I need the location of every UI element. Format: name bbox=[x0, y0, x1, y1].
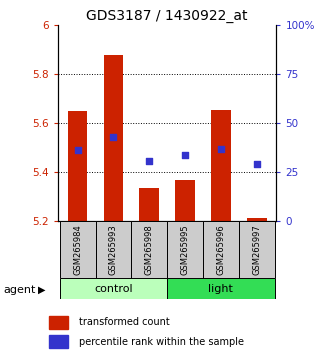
Bar bbox=[96, 221, 131, 278]
Text: GSM265996: GSM265996 bbox=[216, 224, 225, 275]
Text: GSM265984: GSM265984 bbox=[73, 224, 82, 275]
Bar bbox=[60, 278, 167, 299]
Bar bbox=[211, 109, 231, 221]
Text: GSM265998: GSM265998 bbox=[145, 224, 154, 275]
Text: GSM265995: GSM265995 bbox=[181, 224, 190, 275]
Point bbox=[147, 158, 152, 164]
Text: GSM265997: GSM265997 bbox=[252, 224, 261, 275]
Bar bbox=[167, 278, 275, 299]
Bar bbox=[239, 221, 275, 278]
Text: transformed count: transformed count bbox=[79, 317, 170, 327]
Point bbox=[111, 134, 116, 139]
Text: GDS3187 / 1430922_at: GDS3187 / 1430922_at bbox=[86, 9, 248, 23]
Point bbox=[182, 152, 188, 158]
Point bbox=[218, 146, 223, 152]
Bar bbox=[68, 111, 87, 221]
Bar bbox=[167, 221, 203, 278]
Text: agent: agent bbox=[3, 285, 36, 295]
Bar bbox=[104, 56, 123, 221]
Point bbox=[254, 161, 259, 167]
Text: control: control bbox=[94, 284, 133, 293]
Text: ▶: ▶ bbox=[38, 285, 46, 295]
Bar bbox=[247, 218, 266, 221]
Text: light: light bbox=[209, 284, 233, 293]
Text: GSM265993: GSM265993 bbox=[109, 224, 118, 275]
Bar bbox=[203, 221, 239, 278]
Bar bbox=[139, 188, 159, 221]
Bar bbox=[60, 221, 96, 278]
Point bbox=[75, 147, 80, 153]
Text: percentile rank within the sample: percentile rank within the sample bbox=[79, 337, 244, 347]
Bar bbox=[49, 316, 68, 329]
Bar bbox=[49, 335, 68, 348]
Bar bbox=[175, 179, 195, 221]
Bar bbox=[131, 221, 167, 278]
